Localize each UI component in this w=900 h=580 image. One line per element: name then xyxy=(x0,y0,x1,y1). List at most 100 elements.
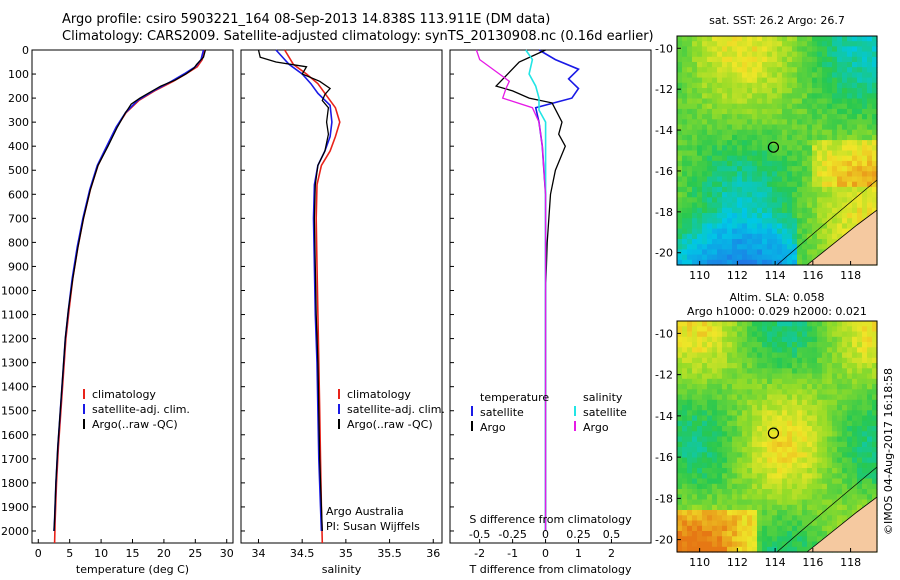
map-cell xyxy=(812,119,818,126)
map-cell xyxy=(777,384,783,390)
map-cell xyxy=(717,326,723,333)
map-cell xyxy=(787,228,793,235)
map-cell xyxy=(707,46,713,53)
map-cell xyxy=(847,405,853,411)
map-cell xyxy=(777,420,783,427)
map-cell xyxy=(692,494,698,501)
map-cell xyxy=(832,223,838,230)
map-cell xyxy=(817,483,823,490)
map-cell xyxy=(732,56,738,63)
map-cell xyxy=(707,499,713,506)
map-cell xyxy=(717,134,723,141)
map-cell xyxy=(697,103,703,110)
map-cell xyxy=(862,363,868,369)
map-cell xyxy=(797,228,803,235)
map-cell xyxy=(857,155,863,162)
map-cell xyxy=(837,447,843,453)
map-cell xyxy=(837,426,843,432)
map-cell xyxy=(757,93,763,100)
map-cell xyxy=(737,384,743,390)
map-cell xyxy=(782,228,788,235)
map-cell xyxy=(857,88,863,94)
map-cell xyxy=(847,436,853,443)
map-cell xyxy=(752,249,758,256)
map-cell xyxy=(767,520,773,527)
map-cell xyxy=(737,103,743,110)
map-cell xyxy=(802,357,808,364)
map-cell xyxy=(867,447,873,453)
map-cell xyxy=(737,536,743,543)
map-cell xyxy=(857,457,863,464)
map-cell xyxy=(827,51,833,58)
map-cell xyxy=(857,447,863,453)
map-cell xyxy=(827,494,833,501)
map-cell xyxy=(772,233,778,240)
map-cell xyxy=(727,352,733,359)
map-cell xyxy=(767,331,773,338)
map-cell xyxy=(862,67,868,73)
map-cell xyxy=(832,239,838,245)
map-cell xyxy=(802,218,808,224)
map-cell xyxy=(812,399,818,406)
map-cell xyxy=(822,331,828,338)
map-cell xyxy=(702,473,708,480)
map-cell xyxy=(772,51,778,58)
map-cell xyxy=(812,352,818,359)
map-cell xyxy=(707,166,713,172)
map-cell xyxy=(707,98,713,105)
map-cell xyxy=(852,384,858,390)
map-cell xyxy=(727,218,733,224)
map-cell xyxy=(797,494,803,501)
map-cell xyxy=(742,249,748,256)
map-cell xyxy=(832,88,838,94)
map-cell xyxy=(682,483,688,490)
map-cell xyxy=(837,233,843,240)
map-cell xyxy=(767,98,773,105)
map-cell xyxy=(807,103,813,110)
map-cell xyxy=(747,541,753,548)
map-cell xyxy=(857,384,863,390)
map-cell xyxy=(762,368,768,375)
map-cell xyxy=(712,357,718,364)
map-cell xyxy=(812,155,818,162)
map-cell xyxy=(752,41,758,47)
map-cell xyxy=(837,202,843,209)
map-cell xyxy=(792,457,798,464)
map-cell xyxy=(797,399,803,406)
map-cell xyxy=(742,140,748,146)
legend-label: satellite-adj. clim. xyxy=(347,403,445,416)
map-cell xyxy=(757,336,763,343)
x-tick-label: 20 xyxy=(157,547,171,560)
map-cell xyxy=(747,207,753,214)
map-cell xyxy=(797,67,803,73)
map-cell xyxy=(712,399,718,406)
map-cell xyxy=(772,223,778,230)
map-cell xyxy=(797,531,803,537)
map-cell xyxy=(697,218,703,224)
map-cell xyxy=(712,462,718,469)
map-cell xyxy=(752,103,758,110)
map-cell xyxy=(847,441,853,448)
map-cell xyxy=(872,447,878,453)
map-cell xyxy=(802,462,808,469)
map-cell xyxy=(702,244,708,250)
map-cell xyxy=(742,67,748,73)
map-cell xyxy=(757,114,763,120)
map-cell xyxy=(707,145,713,152)
map-cell xyxy=(687,373,693,380)
map-cell xyxy=(687,363,693,369)
x-tick-label: 34 xyxy=(251,547,265,560)
map-cell xyxy=(682,202,688,209)
map-cell xyxy=(782,525,788,532)
map-cell xyxy=(707,213,713,219)
map-cell xyxy=(797,489,803,495)
map-cell xyxy=(727,541,733,548)
map-cell xyxy=(857,119,863,126)
map-cell xyxy=(727,67,733,73)
map-cell xyxy=(682,520,688,527)
map-cell xyxy=(757,357,763,364)
map-cell xyxy=(762,93,768,100)
map-cell xyxy=(847,384,853,390)
map-cell xyxy=(752,51,758,58)
map-cell xyxy=(752,342,758,348)
